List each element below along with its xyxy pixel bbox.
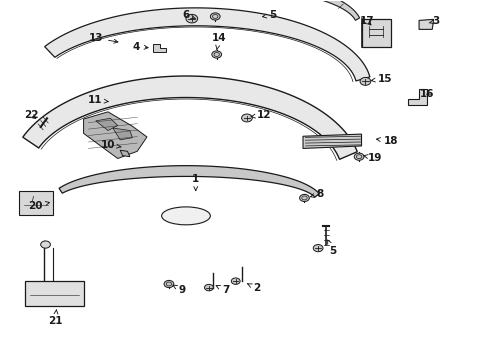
- Polygon shape: [83, 112, 147, 158]
- Polygon shape: [303, 134, 361, 148]
- Circle shape: [210, 13, 220, 20]
- Polygon shape: [120, 150, 130, 157]
- Polygon shape: [361, 19, 390, 47]
- Polygon shape: [25, 281, 83, 306]
- Text: 7: 7: [216, 285, 229, 296]
- Polygon shape: [418, 19, 433, 30]
- Text: 20: 20: [28, 201, 49, 211]
- Circle shape: [211, 51, 221, 58]
- Text: 21: 21: [48, 310, 62, 326]
- Circle shape: [299, 194, 309, 202]
- Text: 15: 15: [370, 74, 391, 84]
- Text: 10: 10: [101, 140, 121, 150]
- Text: 22: 22: [23, 110, 38, 120]
- Text: 11: 11: [87, 95, 108, 105]
- Polygon shape: [106, 0, 359, 20]
- Text: 17: 17: [359, 17, 374, 27]
- Circle shape: [204, 284, 213, 291]
- Circle shape: [41, 241, 50, 248]
- Circle shape: [313, 244, 323, 252]
- Polygon shape: [113, 128, 132, 140]
- Polygon shape: [96, 118, 118, 131]
- Text: 5: 5: [262, 10, 276, 20]
- Text: 14: 14: [211, 33, 226, 49]
- Text: 18: 18: [376, 136, 397, 145]
- Text: 4: 4: [132, 42, 148, 51]
- Circle shape: [241, 114, 252, 122]
- Text: 6: 6: [182, 10, 195, 20]
- Polygon shape: [407, 89, 427, 105]
- Circle shape: [353, 153, 363, 160]
- Text: 16: 16: [419, 89, 434, 99]
- Text: 2: 2: [247, 283, 260, 293]
- Text: 9: 9: [173, 285, 185, 296]
- Text: 13: 13: [88, 33, 118, 43]
- Circle shape: [231, 278, 240, 284]
- Text: 1: 1: [192, 174, 199, 190]
- Polygon shape: [19, 191, 53, 215]
- Text: 19: 19: [363, 153, 382, 163]
- Text: 12: 12: [250, 110, 271, 120]
- Text: 8: 8: [310, 189, 323, 199]
- Polygon shape: [59, 166, 319, 197]
- Circle shape: [163, 280, 173, 288]
- Text: J: J: [31, 196, 33, 202]
- Text: 3: 3: [428, 17, 438, 27]
- Polygon shape: [23, 76, 357, 159]
- Polygon shape: [44, 8, 369, 81]
- Text: 5: 5: [327, 240, 336, 256]
- Circle shape: [359, 77, 370, 85]
- Circle shape: [185, 14, 197, 23]
- Ellipse shape: [161, 207, 210, 225]
- Polygon shape: [153, 44, 166, 51]
